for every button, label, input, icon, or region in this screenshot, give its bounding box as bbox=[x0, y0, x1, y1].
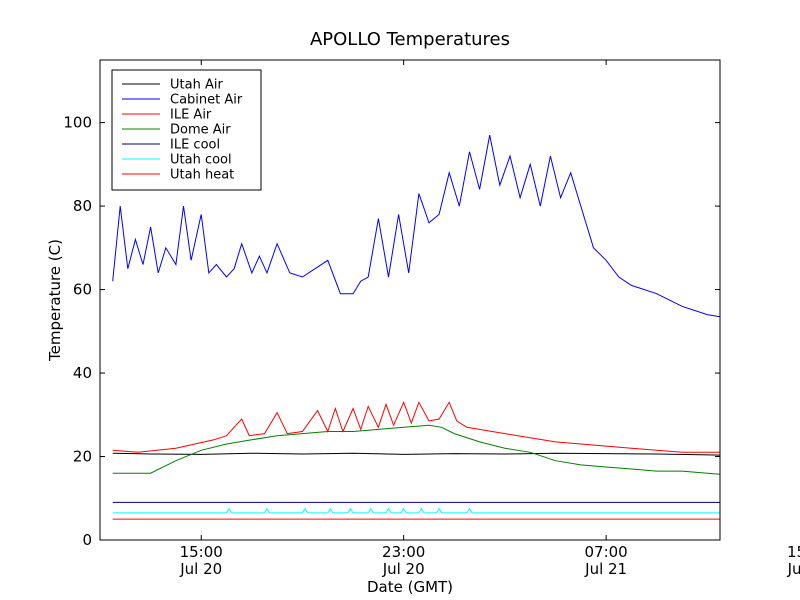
y-tick-label: 100 bbox=[63, 114, 92, 132]
legend-entry: Utah heat bbox=[170, 168, 234, 183]
legend-entry: Utah cool bbox=[170, 153, 232, 168]
y-tick-label: 60 bbox=[73, 281, 92, 299]
y-tick-label: 20 bbox=[73, 448, 92, 466]
plot-area bbox=[99, 59, 721, 541]
legend-entry: Utah Air bbox=[170, 78, 223, 93]
y-tick-label: 80 bbox=[73, 197, 92, 215]
x-tick-label-date: Jul 20 bbox=[382, 560, 425, 578]
y-axis-label: Temperature (C) bbox=[46, 239, 64, 362]
series-line-cabinet-air bbox=[112, 135, 720, 318]
x-tick-label-time: 07:00 bbox=[585, 543, 628, 561]
x-axis-label: Date (GMT) bbox=[367, 578, 453, 596]
y-tick-label: 0 bbox=[82, 531, 92, 549]
x-tick-label-time: 23:00 bbox=[382, 543, 425, 561]
series-line-utah-cool bbox=[112, 507, 720, 514]
y-tick-label: 40 bbox=[73, 364, 92, 382]
legend-box bbox=[111, 69, 262, 191]
legend-entry: Cabinet Air bbox=[170, 93, 243, 108]
legend-entry: Dome Air bbox=[170, 123, 231, 138]
series-line-ile-air bbox=[112, 400, 720, 453]
x-tick-label-time: 15:00 bbox=[180, 543, 223, 561]
x-tick-label-date: Jul 21 bbox=[584, 560, 627, 578]
chart-title: APOLLO Temperatures bbox=[310, 29, 510, 50]
y-axis: 0 20 40 60 80 100 bbox=[63, 114, 720, 549]
legend-entry: ILE cool bbox=[170, 138, 220, 153]
plot-frame bbox=[99, 59, 721, 541]
legend-entry: ILE Air bbox=[170, 108, 212, 123]
x-tick-label-date: Jul 21 bbox=[787, 560, 800, 578]
series-line-dome-air bbox=[112, 424, 720, 475]
x-tick-label-date: Jul 20 bbox=[179, 560, 222, 578]
series-line-utah-air bbox=[112, 452, 720, 456]
x-tick-label-time: 15:00 bbox=[787, 543, 800, 561]
